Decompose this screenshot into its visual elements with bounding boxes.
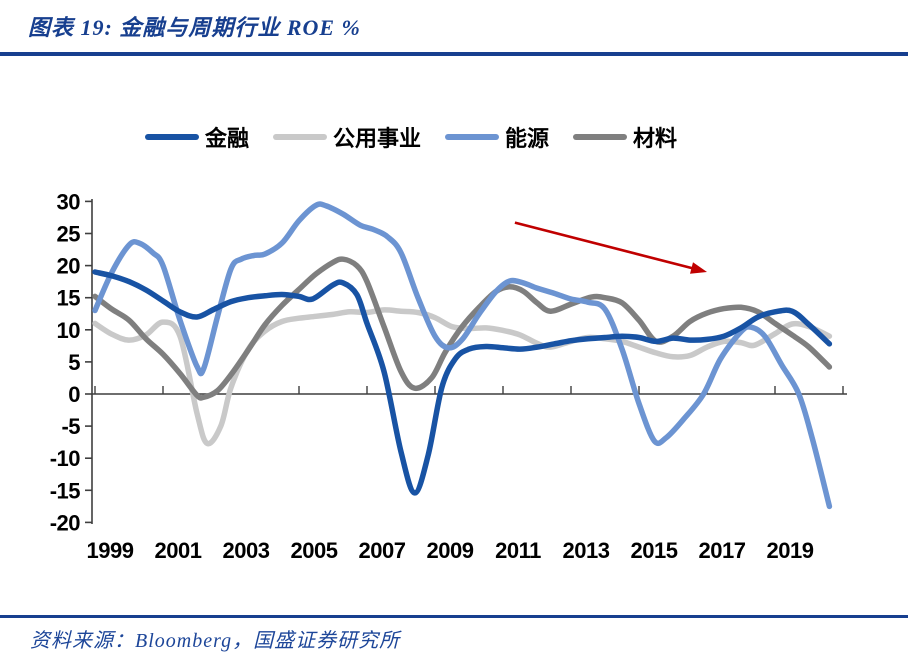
y-tick-label: 30 xyxy=(57,189,81,214)
legend-swatch-2 xyxy=(445,134,500,140)
x-tick-label: 2001 xyxy=(155,538,202,563)
x-tick-label: 2003 xyxy=(223,538,270,563)
series-path-2 xyxy=(92,201,833,510)
y-tick-label: 10 xyxy=(57,318,81,343)
x-tick-label: 2007 xyxy=(359,538,406,563)
source-note: 资料来源：Bloomberg，国盛证券研究所 xyxy=(30,630,401,652)
y-tick-label: -20 xyxy=(50,510,81,535)
y-tick-label: 25 xyxy=(57,222,81,247)
x-tick-label: 2009 xyxy=(427,538,474,563)
x-tick-label: 2013 xyxy=(563,538,610,563)
legend-swatch-0 xyxy=(145,134,199,140)
footer-divider xyxy=(0,615,908,618)
x-tick-label: 2011 xyxy=(495,538,541,563)
legend-label-1: 公用事业 xyxy=(333,126,422,151)
x-tick-label: 2019 xyxy=(767,538,814,563)
legend-label-3: 材料 xyxy=(633,126,678,151)
series-path-0 xyxy=(92,269,833,496)
x-tick-label: 2005 xyxy=(291,538,338,563)
trend-arrow xyxy=(514,221,707,274)
legend-label-2: 能源 xyxy=(505,126,550,151)
series-path-1 xyxy=(92,307,833,447)
legend-swatch-1 xyxy=(273,134,328,140)
y-tick-label: 5 xyxy=(68,350,80,375)
x-tick-label: 2017 xyxy=(699,538,746,563)
legend-item-2: 能源 xyxy=(445,121,549,153)
legend-label-0: 金融 xyxy=(205,126,250,151)
y-tick-label: 15 xyxy=(57,286,81,311)
chart-legend: 金融 公用事业 能源 材料 xyxy=(145,121,677,153)
legend-item-1: 公用事业 xyxy=(273,121,421,153)
legend-item-0: 金融 xyxy=(145,121,249,153)
figure-title: 图表 19: 金融与周期行业 ROE % xyxy=(28,15,361,40)
x-tick-label: 2015 xyxy=(631,538,678,563)
title-divider xyxy=(0,52,908,56)
x-tick-label: 1999 xyxy=(87,538,134,563)
y-tick-label: -5 xyxy=(61,414,80,439)
legend-item-3: 材料 xyxy=(573,121,677,153)
y-tick-label: 0 xyxy=(68,382,80,407)
y-tick-label: -10 xyxy=(50,446,81,471)
series-lines xyxy=(92,201,833,510)
y-tick-label: 20 xyxy=(57,254,81,279)
legend-swatch-3 xyxy=(573,134,628,140)
arrow-head-icon xyxy=(690,262,707,274)
series-path-3 xyxy=(92,256,833,401)
y-tick-label: -15 xyxy=(50,478,81,503)
